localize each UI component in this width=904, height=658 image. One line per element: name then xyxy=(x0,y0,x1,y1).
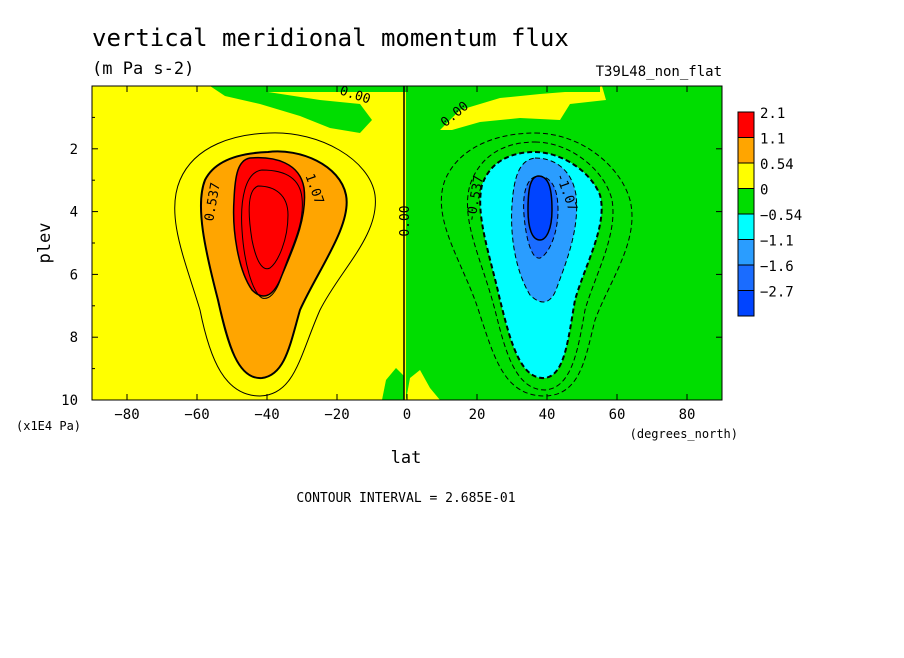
y-tick-label: 10 xyxy=(61,393,78,409)
x-tick-label: 60 xyxy=(609,407,626,423)
y-tick-label: 6 xyxy=(70,267,78,283)
contour-label-text: 0.00 xyxy=(398,205,413,236)
legend-label: 0 xyxy=(760,183,768,199)
legend-label: 2.1 xyxy=(760,106,785,122)
top-strip xyxy=(260,86,600,92)
y-tick-label: 2 xyxy=(70,142,78,158)
x-axis: −80 −60 −40 −20 0 20 40 60 80 xyxy=(114,86,695,423)
bottom-patch-left xyxy=(382,368,404,400)
top-patch-right xyxy=(440,86,606,130)
legend: 2.1 1.1 0.54 0 −0.54 −1.1 −1.6 −2.7 xyxy=(737,106,802,317)
legend-label: −2.7 xyxy=(760,285,794,301)
contour-label-text: 0.537 xyxy=(202,181,224,222)
x-tick-label: 80 xyxy=(679,407,696,423)
top-patch-left xyxy=(210,86,372,133)
negative-contour-outer xyxy=(440,132,633,397)
chart-title: vertical meridional momentum flux xyxy=(92,24,569,52)
x-tick-label: 0 xyxy=(403,407,411,423)
legend-swatch xyxy=(737,264,755,291)
y-axis-label: plev xyxy=(35,223,55,264)
x-tick-label: −60 xyxy=(184,407,209,423)
negative-cell-level-2.7 xyxy=(527,175,553,241)
y-tick-label: 8 xyxy=(70,330,78,346)
legend-swatch xyxy=(737,162,755,189)
contour-label: 0.00 xyxy=(398,205,413,236)
x-axis-label: lat xyxy=(391,448,422,468)
y-tick-label: 4 xyxy=(70,205,78,221)
chart-subtitle: (m Pa s-2) xyxy=(92,59,194,79)
legend-swatch xyxy=(737,290,755,317)
run-tag: T39L48_non_flat xyxy=(596,64,722,80)
x-axis-unit: (degrees_north) xyxy=(630,427,738,441)
legend-label: 0.54 xyxy=(760,157,794,173)
legend-label: 1.1 xyxy=(760,132,785,148)
plot-area xyxy=(92,86,722,400)
x-tick-label: 40 xyxy=(539,407,556,423)
positive-contour-mid xyxy=(241,169,303,299)
contour-label: 0.537 xyxy=(202,181,224,222)
legend-label: −1.1 xyxy=(760,234,794,250)
x-tick-label: −80 xyxy=(114,407,139,423)
legend-label: −0.54 xyxy=(760,208,802,224)
x-tick-label: −20 xyxy=(324,407,349,423)
legend-swatch xyxy=(737,137,755,164)
legend-swatch xyxy=(737,239,755,266)
legend-swatch xyxy=(737,213,755,240)
legend-label: −1.6 xyxy=(760,259,794,275)
bottom-patch-right xyxy=(406,370,440,400)
y-axis: 2 4 6 8 10 xyxy=(61,116,722,409)
positive-contour-inner xyxy=(248,185,289,270)
y-axis-unit: (x1E4 Pa) xyxy=(16,419,81,433)
x-tick-label: −40 xyxy=(254,407,279,423)
legend-swatch xyxy=(737,188,755,215)
legend-swatch xyxy=(737,111,755,138)
contour-interval: CONTOUR INTERVAL = 2.685E-01 xyxy=(296,491,515,506)
negative-contour-second xyxy=(466,141,614,391)
positive-contour-outer xyxy=(174,132,376,397)
x-tick-label: 20 xyxy=(469,407,486,423)
